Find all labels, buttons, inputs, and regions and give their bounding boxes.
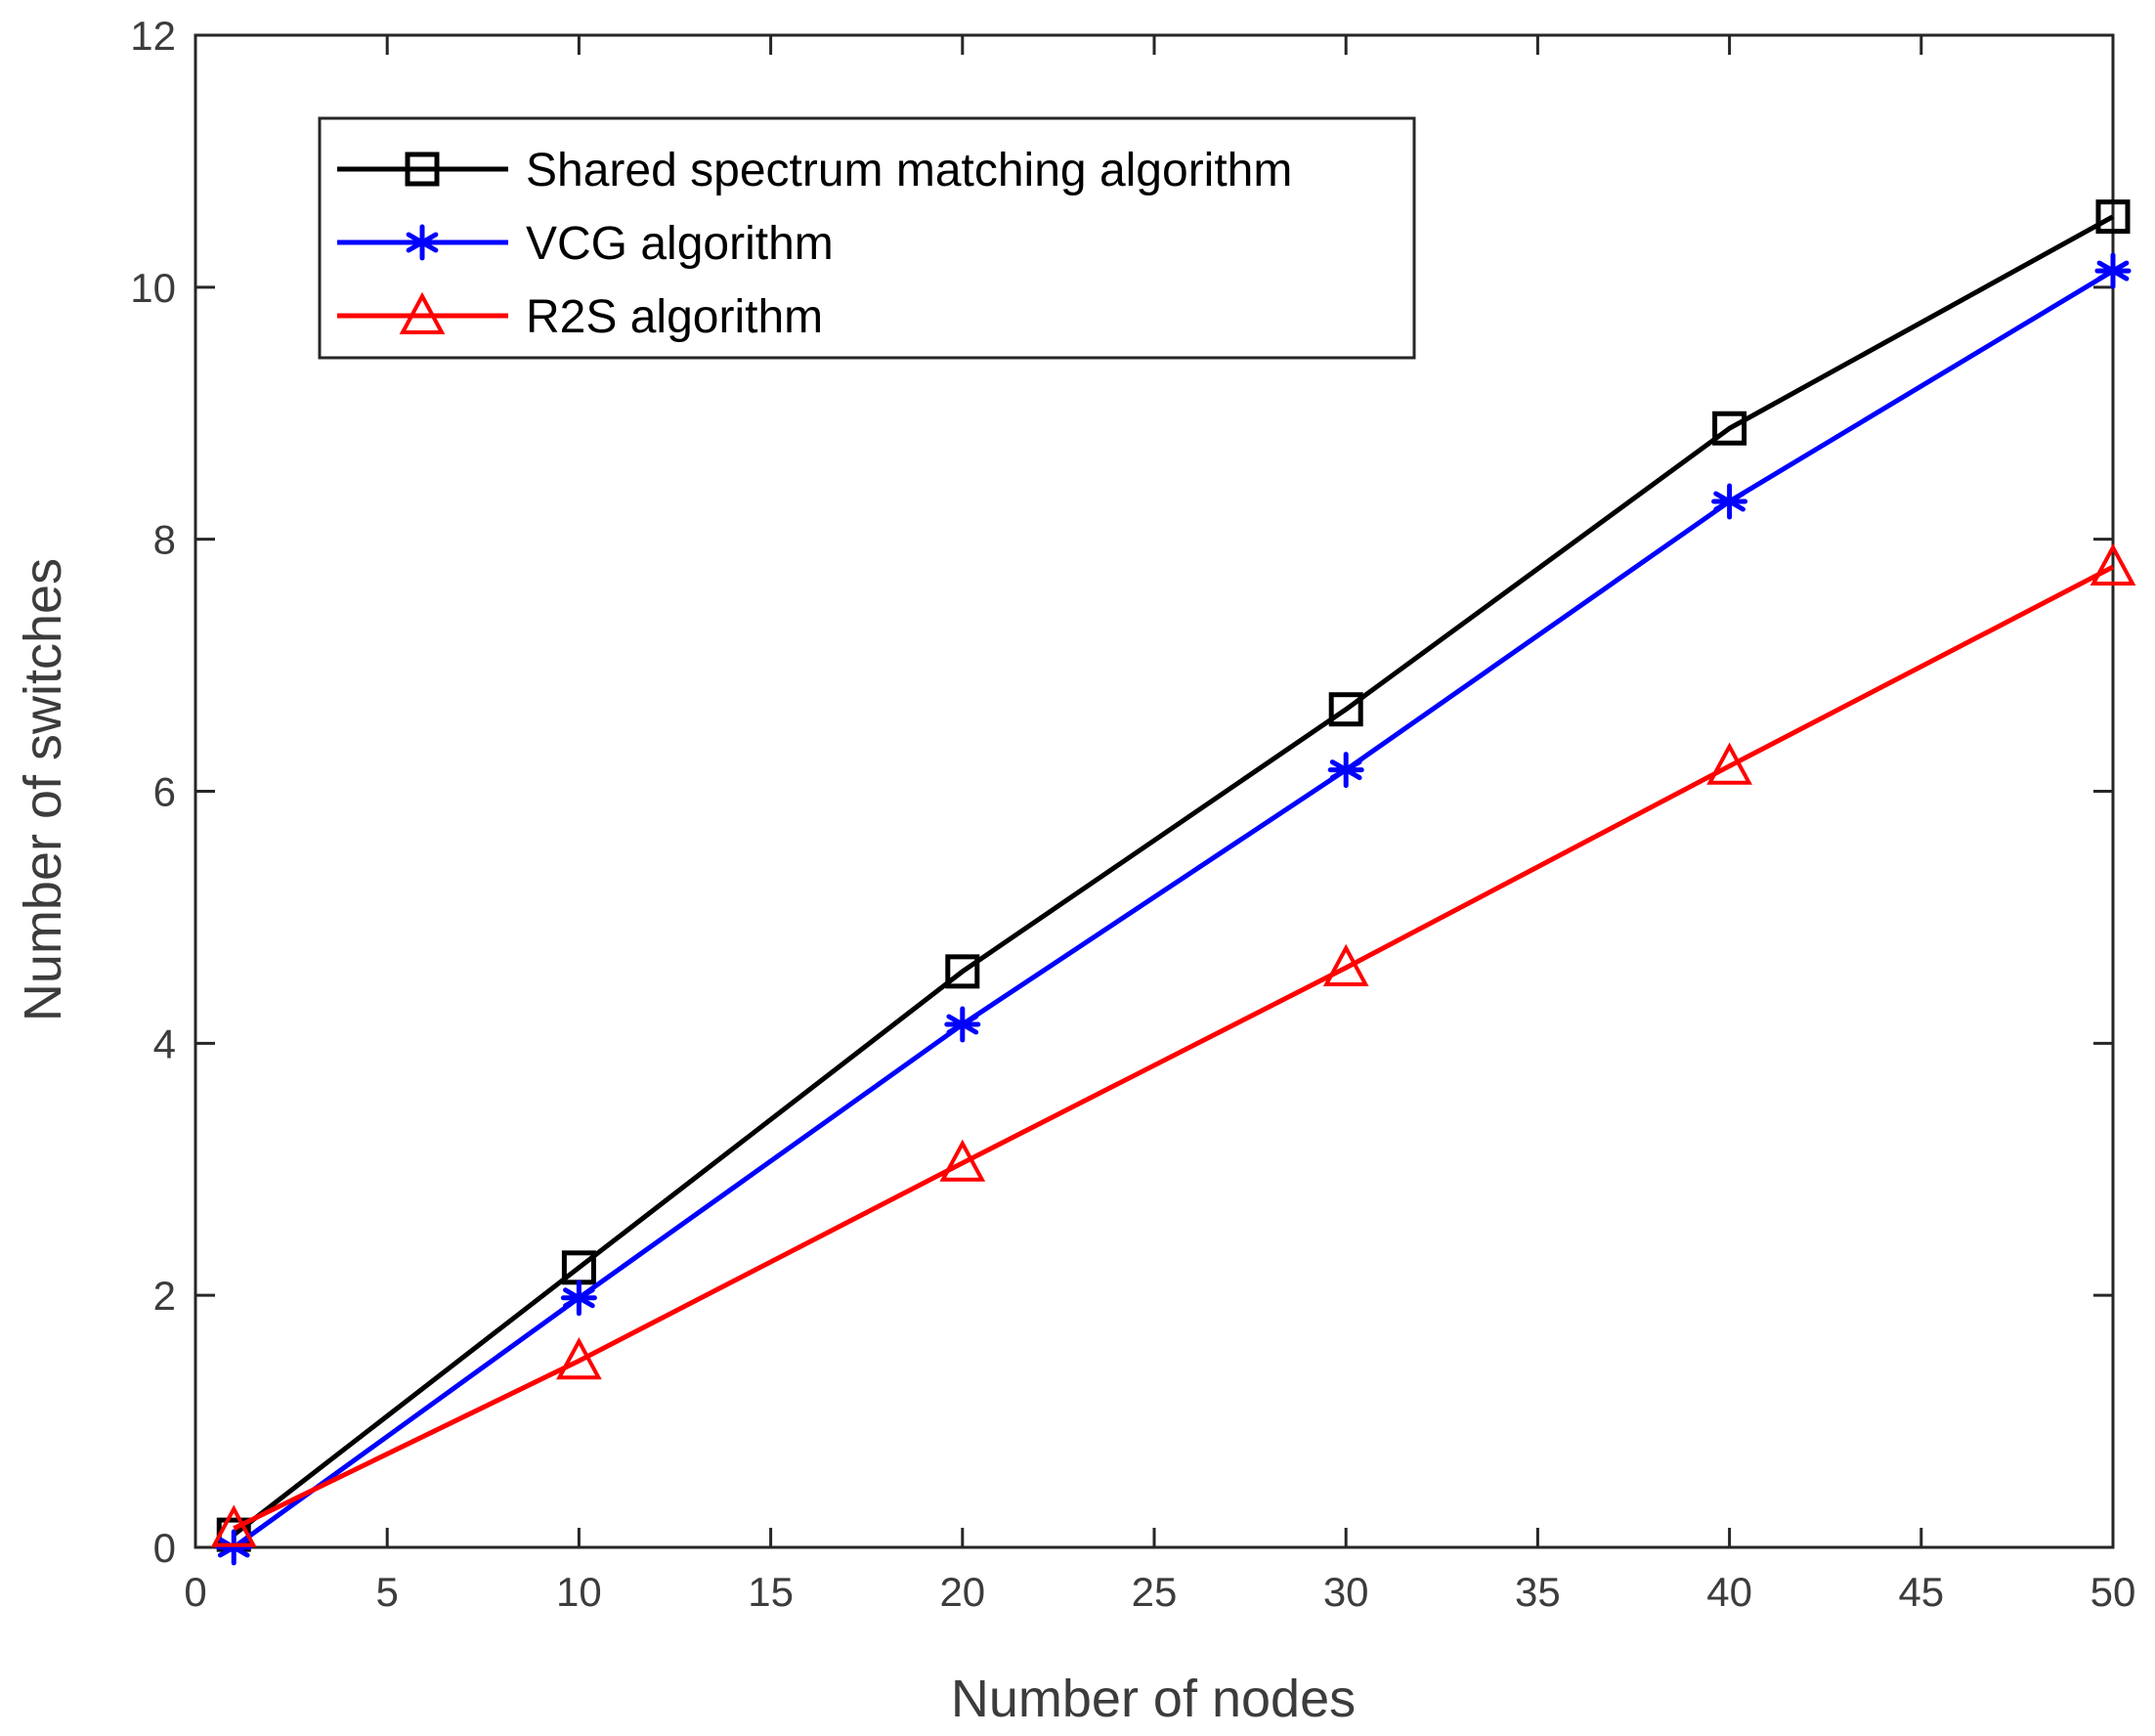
y-tick-label: 12	[130, 13, 176, 59]
legend-label: VCG algorithm	[526, 218, 834, 270]
data-point-marker	[1322, 943, 1369, 986]
data-point-marker	[1327, 752, 1364, 789]
x-tick-label: 35	[1515, 1569, 1561, 1615]
x-tick-label: 40	[1706, 1569, 1752, 1615]
y-tick-label: 10	[130, 265, 176, 311]
legend: Shared spectrum matching algorithm VCG al…	[318, 116, 1416, 360]
data-point-marker	[2095, 199, 2131, 235]
data-point-marker	[215, 1529, 252, 1566]
legend-entry: R2S algorithm	[337, 291, 823, 343]
data-point-marker	[2090, 542, 2136, 586]
x-tick-label: 45	[1898, 1569, 1944, 1615]
x-tick-label: 10	[556, 1569, 602, 1615]
series-line	[232, 214, 2115, 1538]
data-point-marker	[556, 1336, 602, 1380]
series-2	[210, 542, 2136, 1547]
data-point-marker	[944, 1006, 981, 1043]
data-point-marker	[945, 954, 980, 989]
legend-label: Shared spectrum matching algorithm	[526, 145, 1292, 196]
legend-swatch-marker	[399, 291, 446, 334]
y-tick-label: 6	[153, 769, 176, 815]
x-tick-label: 25	[1132, 1569, 1178, 1615]
series-line	[232, 268, 2115, 1550]
data-point-marker	[1711, 483, 1748, 520]
x-axis-ticks: 0 5 10 15 20 25 30 35 40 45 50	[184, 35, 2135, 1615]
y-axis-ticks: 0 2 4 6 8 10 12	[130, 13, 2113, 1571]
legend-swatch-marker	[405, 152, 440, 187]
y-tick-label: 8	[153, 517, 176, 563]
series-line	[233, 564, 2115, 1531]
y-tick-label: 0	[153, 1525, 176, 1571]
data-point-marker	[2094, 252, 2132, 289]
legend-label: R2S algorithm	[526, 291, 823, 343]
x-tick-label: 20	[939, 1569, 985, 1615]
data-point-marker	[939, 1139, 986, 1182]
x-tick-label: 0	[184, 1569, 206, 1615]
legend-swatch-marker	[404, 224, 441, 261]
x-tick-label: 5	[376, 1569, 399, 1615]
y-tick-label: 4	[153, 1020, 176, 1066]
data-point-marker	[1712, 411, 1747, 446]
legend-entry: VCG algorithm	[337, 218, 834, 270]
x-axis-title: Number of nodes	[951, 1670, 1356, 1728]
series-0	[216, 199, 2131, 1552]
x-tick-label: 50	[2090, 1569, 2136, 1615]
data-point-marker	[560, 1280, 597, 1317]
data-point-marker	[210, 1504, 257, 1547]
y-axis-title: Number of switches	[14, 558, 72, 1021]
legend-entry: Shared spectrum matching algorithm	[337, 145, 1292, 196]
series-1	[215, 252, 2132, 1566]
data-point-marker	[1328, 692, 1363, 727]
x-tick-label: 15	[748, 1569, 794, 1615]
y-tick-label: 2	[153, 1273, 176, 1319]
series-layer	[210, 199, 2136, 1566]
data-point-marker	[1706, 742, 1752, 785]
x-tick-label: 30	[1323, 1569, 1369, 1615]
